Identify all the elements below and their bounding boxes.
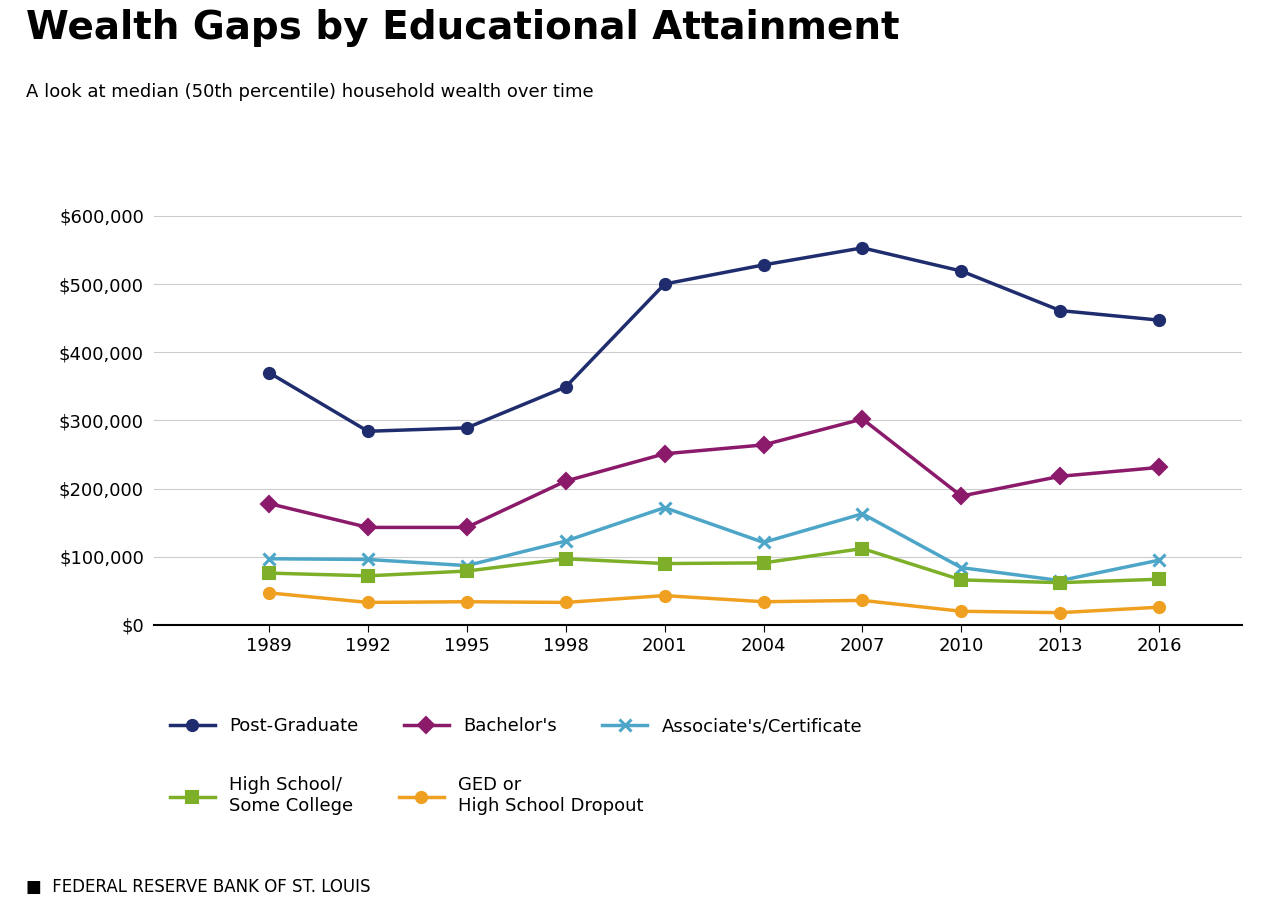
Legend: High School/
Some College, GED or
High School Dropout: High School/ Some College, GED or High S…	[163, 769, 652, 823]
Text: ■  FEDERAL RESERVE BANK OF ST. LOUIS: ■ FEDERAL RESERVE BANK OF ST. LOUIS	[26, 878, 370, 896]
Text: A look at median (50th percentile) household wealth over time: A look at median (50th percentile) house…	[26, 83, 593, 101]
Text: Wealth Gaps by Educational Attainment: Wealth Gaps by Educational Attainment	[26, 9, 899, 47]
